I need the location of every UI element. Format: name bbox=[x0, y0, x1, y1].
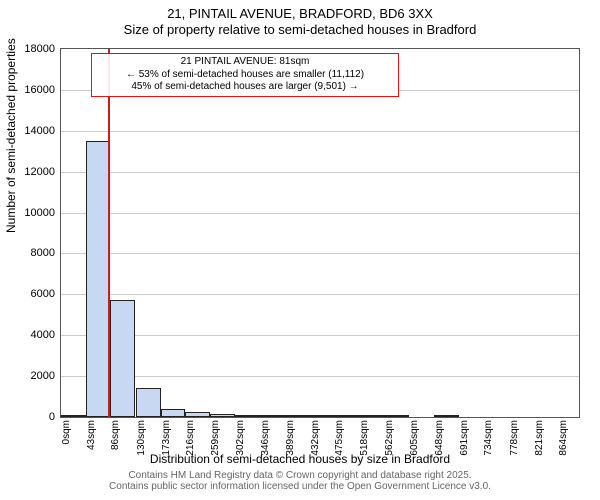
histogram-bar bbox=[235, 415, 260, 417]
y-tick: 10000 bbox=[0, 207, 55, 219]
y-tick: 6000 bbox=[0, 288, 55, 300]
chart-container: { "titles": { "line1": "21, PINTAIL AVEN… bbox=[0, 0, 600, 500]
histogram-bar bbox=[210, 414, 235, 417]
y-tick: 4000 bbox=[0, 329, 55, 341]
histogram-bar bbox=[110, 300, 135, 417]
y-tick: 2000 bbox=[0, 370, 55, 382]
plot-area: 21 PINTAIL AVENUE: 81sqm ← 53% of semi-d… bbox=[60, 48, 580, 418]
footer-line-1: Contains HM Land Registry data © Crown c… bbox=[0, 470, 600, 481]
histogram-bar bbox=[161, 409, 186, 417]
histogram-bars bbox=[61, 49, 579, 417]
footer-line-2: Contains public sector information licen… bbox=[0, 481, 600, 492]
y-tick: 0 bbox=[0, 411, 55, 423]
histogram-bar bbox=[334, 415, 359, 417]
annotation-line-1: 21 PINTAIL AVENUE: 81sqm bbox=[98, 56, 392, 69]
histogram-bar bbox=[310, 415, 335, 417]
y-tick: 18000 bbox=[0, 43, 55, 55]
y-tick: 14000 bbox=[0, 125, 55, 137]
histogram-bar bbox=[434, 415, 459, 417]
histogram-bar bbox=[359, 415, 384, 417]
y-tick: 16000 bbox=[0, 84, 55, 96]
histogram-bar bbox=[260, 415, 285, 417]
property-marker-line bbox=[108, 49, 110, 417]
histogram-bar bbox=[285, 415, 310, 417]
annotation-line-2: ← 53% of semi-detached houses are smalle… bbox=[98, 69, 392, 82]
y-tick: 12000 bbox=[0, 166, 55, 178]
x-axis-label: Distribution of semi-detached houses by … bbox=[0, 452, 600, 466]
y-tick: 8000 bbox=[0, 247, 55, 259]
histogram-bar bbox=[384, 415, 409, 417]
histogram-bar bbox=[136, 388, 161, 417]
annotation-box: 21 PINTAIL AVENUE: 81sqm ← 53% of semi-d… bbox=[91, 53, 399, 97]
chart-title-line2: Size of property relative to semi-detach… bbox=[0, 22, 600, 37]
footer-attribution: Contains HM Land Registry data © Crown c… bbox=[0, 470, 600, 492]
annotation-line-3: 45% of semi-detached houses are larger (… bbox=[98, 81, 392, 94]
chart-title-line1: 21, PINTAIL AVENUE, BRADFORD, BD6 3XX bbox=[0, 6, 600, 21]
histogram-bar bbox=[61, 415, 86, 417]
histogram-bar bbox=[185, 412, 210, 417]
